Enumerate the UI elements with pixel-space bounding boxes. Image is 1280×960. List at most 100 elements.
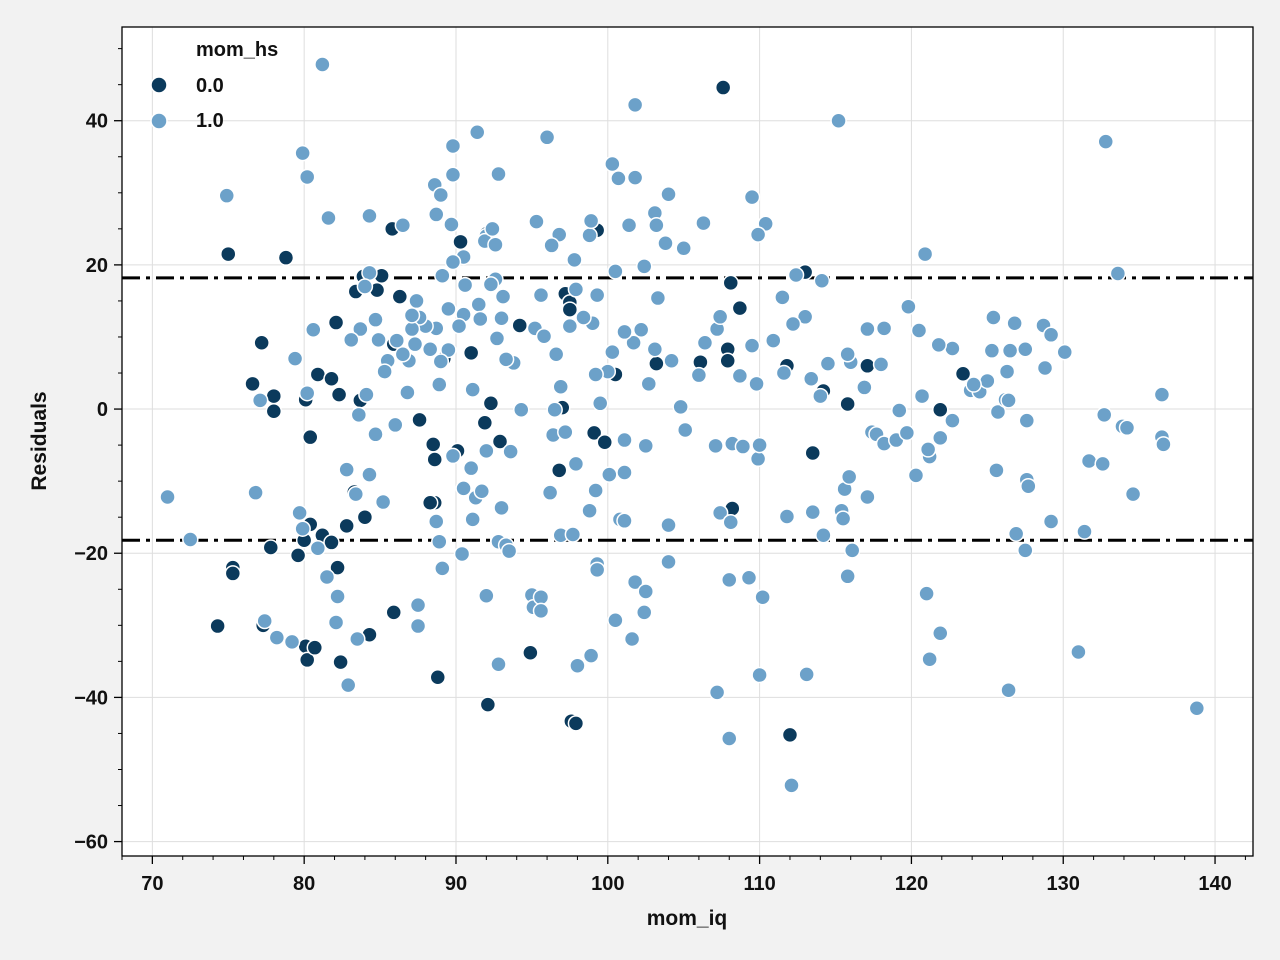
point-series-1 [440, 341, 457, 359]
point-series-1 [1006, 315, 1023, 332]
x-tick-label: 140 [1198, 873, 1231, 895]
point-series-1 [444, 137, 462, 155]
point-series-1 [376, 363, 393, 380]
point-series-1 [1000, 681, 1017, 699]
point-series-1 [1097, 133, 1114, 150]
point-series-1 [944, 340, 961, 357]
point-series-1 [660, 516, 677, 534]
point-series-1 [587, 482, 604, 499]
point-series-1 [734, 438, 752, 455]
point-series-1 [839, 346, 856, 363]
y-tick-label: −60 [74, 832, 108, 854]
point-series-1 [347, 485, 365, 503]
point-series-0 [859, 357, 876, 375]
legend-label-1: 1.0 [196, 110, 224, 132]
point-series-1 [754, 588, 771, 606]
point-series-0 [479, 696, 497, 713]
point-series-1 [528, 213, 545, 230]
point-series-1 [983, 342, 1001, 359]
point-series-1 [575, 309, 592, 326]
point-series-1 [552, 378, 569, 395]
point-series-1 [464, 381, 481, 398]
x-tick-label: 80 [293, 873, 315, 895]
point-series-1 [159, 488, 176, 506]
point-series-1 [432, 353, 450, 370]
point-series-1 [783, 777, 800, 794]
point-series-1 [898, 424, 916, 442]
point-series-1 [487, 236, 504, 253]
point-series-1 [632, 321, 650, 339]
point-series-0 [220, 245, 237, 263]
point-series-1 [798, 666, 815, 683]
point-series-1 [989, 403, 1007, 421]
point-series-0 [561, 301, 579, 318]
point-series-1 [294, 520, 311, 537]
point-series-1 [444, 166, 462, 184]
point-series-0 [714, 79, 732, 96]
point-series-1 [532, 602, 550, 620]
point-series-0 [265, 387, 283, 405]
legend-marker-1 [150, 112, 168, 130]
point-series-1 [720, 571, 738, 589]
point-series-1 [367, 311, 384, 328]
point-series-1 [532, 286, 550, 304]
point-series-0 [253, 334, 270, 351]
point-series-1 [635, 258, 653, 275]
point-series-1 [840, 468, 858, 486]
point-series-0 [522, 644, 539, 661]
point-series-1 [309, 539, 327, 557]
point-series-1 [731, 367, 749, 385]
point-series-1 [561, 317, 579, 335]
point-series-1 [408, 292, 425, 310]
point-series-1 [342, 331, 360, 349]
point-series-1 [367, 426, 384, 443]
point-series-1 [361, 264, 378, 282]
point-series-1 [751, 436, 768, 454]
point-series-1 [329, 588, 346, 605]
point-series-1 [403, 320, 421, 338]
point-series-0 [426, 451, 443, 468]
point-series-1 [663, 352, 680, 370]
point-series-1 [283, 633, 301, 651]
point-series-1 [616, 323, 633, 341]
point-series-0 [301, 428, 319, 446]
point-series-1 [637, 437, 655, 455]
point-series-1 [358, 386, 375, 403]
point-series-1 [339, 676, 357, 694]
point-series-1 [320, 209, 337, 227]
point-series-1 [804, 503, 821, 521]
point-series-1 [843, 542, 861, 559]
y-tick-label: −40 [74, 687, 108, 709]
point-series-1 [394, 216, 412, 234]
point-series-1 [649, 289, 667, 307]
point-series-1 [444, 447, 462, 465]
point-series-1 [607, 263, 624, 280]
point-series-1 [985, 309, 1002, 326]
point-series-1 [988, 462, 1005, 479]
point-series-1 [932, 625, 949, 642]
point-series-1 [626, 169, 644, 186]
point-series-1 [1155, 436, 1172, 453]
point-series-0 [585, 424, 603, 442]
point-series-1 [567, 455, 585, 473]
y-axis: −60 −40 −20 0 20 40 [74, 48, 122, 854]
point-series-1 [932, 429, 949, 447]
point-series-1 [298, 168, 316, 186]
point-series-0 [731, 299, 749, 317]
point-series-0 [648, 355, 665, 372]
point-series-1 [450, 317, 468, 335]
point-series-1 [546, 401, 563, 419]
x-tick-label: 70 [141, 873, 163, 895]
point-series-1 [493, 309, 510, 327]
point-series-1 [626, 573, 644, 591]
point-series-1 [1153, 386, 1171, 403]
point-series-1 [497, 351, 515, 368]
point-series-1 [740, 569, 758, 586]
point-series-1 [743, 337, 761, 354]
point-series-1 [812, 387, 829, 405]
point-series-0 [306, 639, 324, 656]
point-series-0 [511, 317, 528, 334]
y-tick-label: 40 [86, 111, 108, 133]
reference-lines [122, 276, 1253, 542]
point-series-1 [620, 216, 638, 234]
